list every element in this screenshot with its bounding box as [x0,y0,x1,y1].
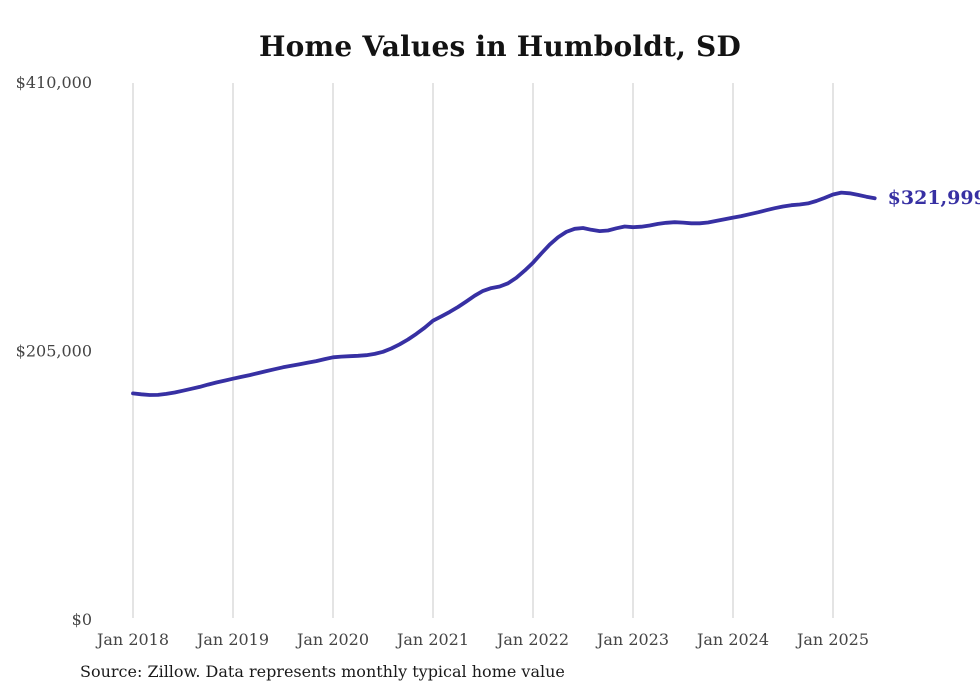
y-axis-tick-label: $0 [72,610,92,629]
y-axis-tick-label: $205,000 [16,342,92,361]
x-axis-tick-label: Jan 2021 [395,630,469,649]
x-axis-tick-label: Jan 2022 [495,630,569,649]
x-axis-tick-label: Jan 2025 [795,630,869,649]
x-axis-tick-label: Jan 2023 [595,630,669,649]
source-note: Source: Zillow. Data represents monthly … [80,662,565,681]
y-axis-tick-label: $410,000 [16,73,92,92]
x-axis-tick-label: Jan 2024 [695,630,769,649]
x-axis-tick-label: Jan 2019 [195,630,269,649]
x-axis-tick-label: Jan 2020 [295,630,369,649]
end-value-label: $321,999 [888,187,980,209]
chart-title: Home Values in Humboldt, SD [259,30,741,63]
home-value-line [131,190,877,397]
x-axis-tick-label: Jan 2018 [95,630,169,649]
